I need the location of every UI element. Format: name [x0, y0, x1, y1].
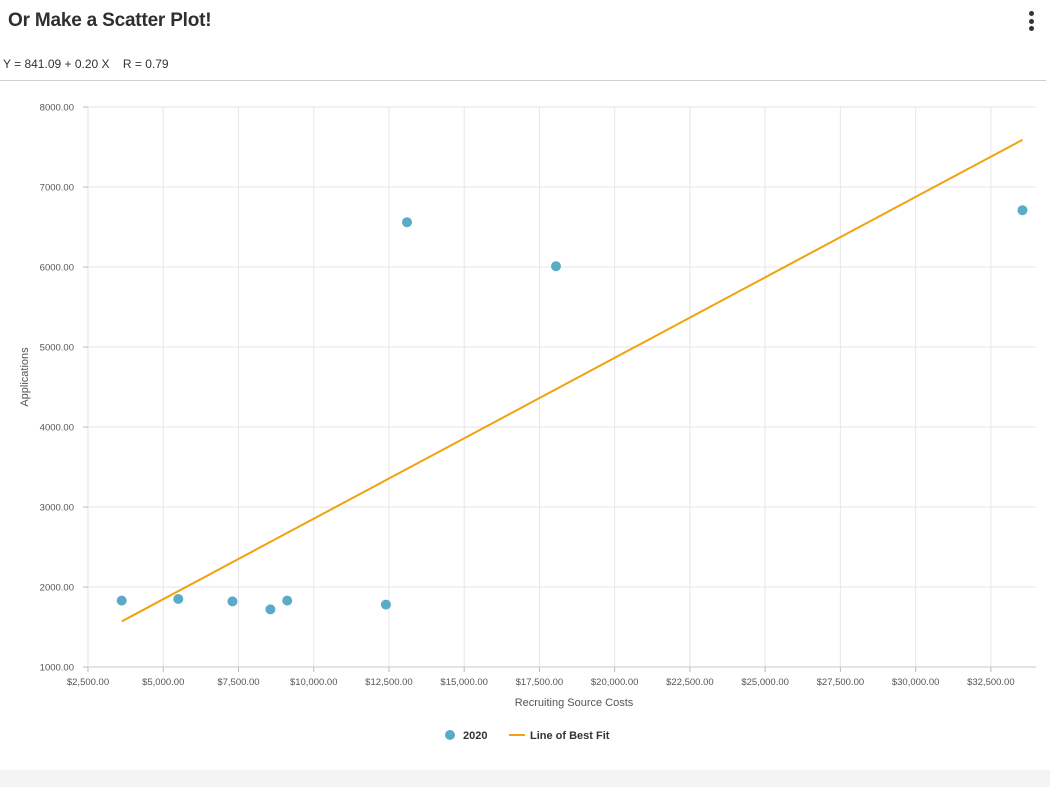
y-tick-label: 7000.00: [40, 183, 74, 194]
x-tick-label: $27,500.00: [817, 677, 865, 688]
x-tick-label: $7,500.00: [217, 677, 259, 688]
scatter-point[interactable]: [550, 261, 561, 272]
y-tick-label: 5000.00: [40, 343, 74, 354]
y-tick-label: 1000.00: [40, 663, 74, 674]
x-tick-label: $12,500.00: [365, 677, 413, 688]
x-tick-label: $22,500.00: [666, 677, 714, 688]
regression-equation: Y = 841.09 + 0.20 X R = 0.79: [3, 57, 169, 71]
x-tick-label: $32,500.00: [967, 677, 1015, 688]
more-vertical-icon[interactable]: [1024, 11, 1038, 35]
y-axis-ticks: 1000.00 2000.00 3000.00 4000.00 5000.00 6000.…: [40, 103, 88, 674]
x-tick-label: $2,500.00: [67, 677, 109, 688]
header-divider: [0, 80, 1046, 81]
scatter-point[interactable]: [1017, 205, 1028, 216]
grid-lines: [87, 106, 1036, 668]
chart-card: Or Make a Scatter Plot! Y = 841.09 + 0.2…: [0, 0, 1050, 770]
y-tick-label: 2000.00: [40, 583, 74, 594]
y-tick-label: 8000.00: [40, 103, 74, 114]
y-tick-label: 6000.00: [40, 263, 74, 274]
x-axis-ticks: $2,500.00 $5,000.00 $7,500.00 $10,000.00 $12…: [67, 667, 1015, 688]
chart-title: Or Make a Scatter Plot!: [8, 10, 212, 31]
x-tick-label: $30,000.00: [892, 677, 940, 688]
legend: 2020 Line of Best Fit: [445, 730, 610, 742]
scatter-point[interactable]: [402, 217, 413, 228]
x-tick-label: $10,000.00: [290, 677, 338, 688]
y-axis-label: Applications: [19, 347, 31, 407]
best-fit-line: [121, 138, 1023, 623]
x-tick-label: $15,000.00: [440, 677, 488, 688]
best-fit-line-group: [121, 138, 1023, 623]
axes: [87, 107, 1036, 668]
x-axis-label: Recruiting Source Costs: [515, 697, 634, 709]
y-tick-label: 4000.00: [40, 423, 74, 434]
x-tick-label: $20,000.00: [591, 677, 639, 688]
scatter-point[interactable]: [116, 595, 127, 606]
scatter-point[interactable]: [282, 595, 293, 606]
legend-label-fit[interactable]: Line of Best Fit: [530, 730, 610, 742]
scatter-point[interactable]: [265, 604, 276, 615]
scatter-point[interactable]: [380, 599, 391, 610]
scatter-points: [116, 205, 1028, 615]
x-tick-label: $5,000.00: [142, 677, 184, 688]
scatter-point[interactable]: [173, 594, 184, 604]
y-tick-label: 3000.00: [40, 503, 74, 514]
x-tick-label: $25,000.00: [741, 677, 789, 688]
legend-marker-2020: [445, 730, 455, 740]
scatter-plot: $2,500.00 $5,000.00 $7,500.00 $10,000.00 $12…: [19, 103, 1036, 742]
scatter-point[interactable]: [227, 596, 238, 607]
legend-label-2020[interactable]: 2020: [463, 730, 487, 742]
x-tick-label: $17,500.00: [516, 677, 564, 688]
